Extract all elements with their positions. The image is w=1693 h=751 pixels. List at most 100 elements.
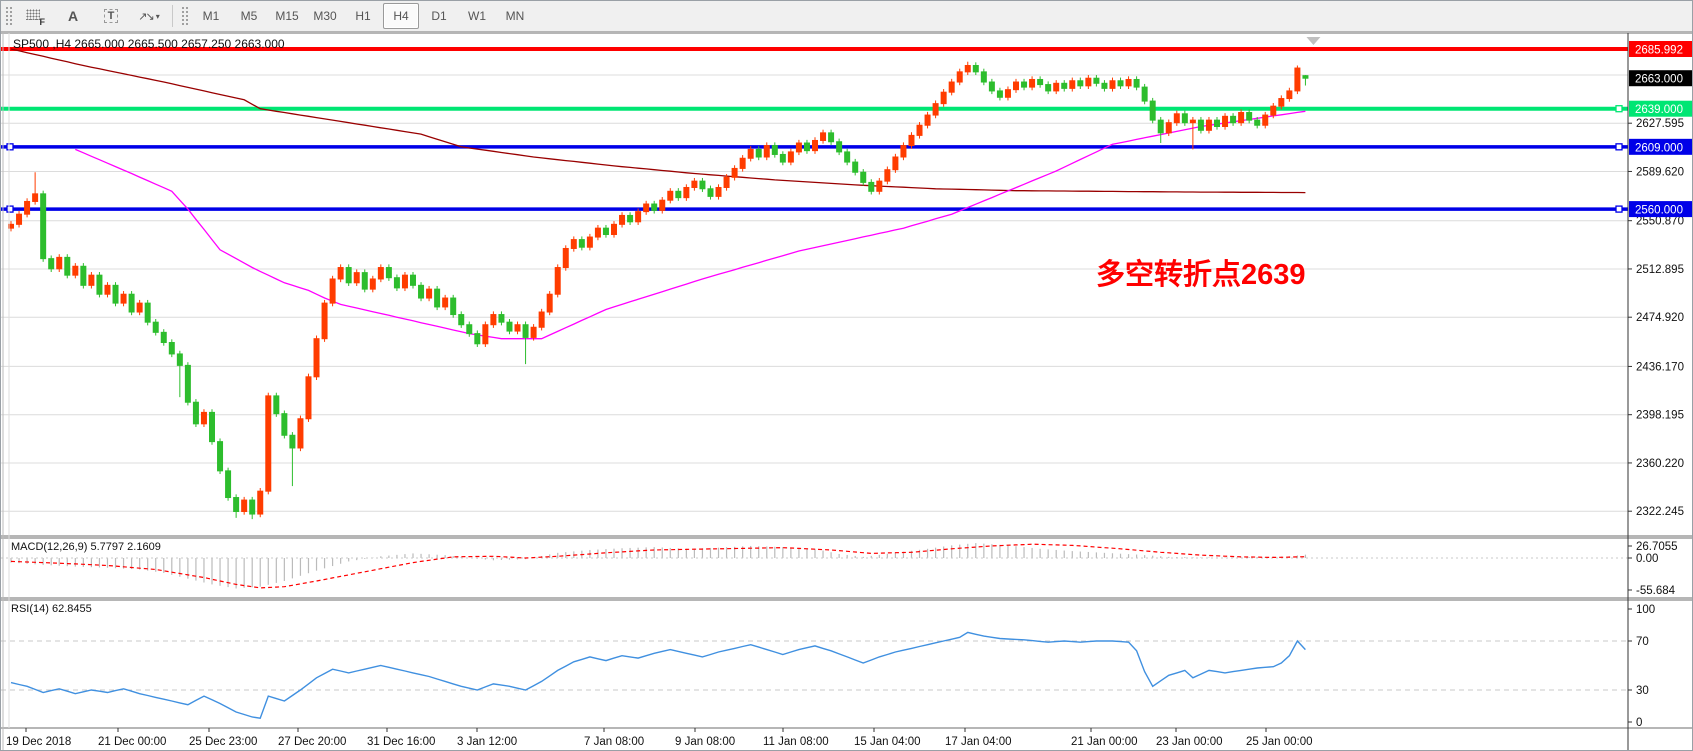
chart-annotation-text[interactable]: 多空转折点2639 [1096, 259, 1306, 291]
candle-body [844, 151, 851, 163]
candle-body [458, 314, 465, 326]
candle-body [506, 321, 513, 332]
candle-body [1230, 115, 1237, 124]
candle-body [241, 499, 248, 513]
chart-title: SP500 ,H4 2665.000 2665.500 2657.250 266… [13, 37, 285, 51]
candle-body [1149, 100, 1156, 121]
candle-body [1181, 113, 1188, 124]
candle-body [779, 153, 786, 163]
candle-body [249, 499, 256, 515]
timeframe-bar: M1 M5 M15 M30 H1 H4 D1 W1 MN [192, 3, 534, 29]
time-axis-label: 25 Jan 00:00 [1246, 736, 1313, 748]
time-axis-label: 25 Dec 23:00 [189, 736, 257, 748]
candle-body [490, 314, 497, 326]
candle-body [56, 256, 63, 270]
line-anchor-handle[interactable] [1615, 205, 1623, 213]
candle-body [353, 272, 360, 284]
candle-body [619, 214, 626, 225]
text-tool-button[interactable]: A [55, 3, 91, 29]
candle-body [602, 227, 609, 236]
candle-body [916, 124, 923, 136]
line-anchor-handle[interactable] [6, 143, 14, 151]
candle-body [16, 213, 23, 225]
candle-body [1029, 78, 1036, 88]
candle-body [209, 411, 215, 443]
timeframe-button-m30[interactable]: M30 [313, 9, 337, 23]
timeframe-button-h1[interactable]: H1 [355, 9, 371, 23]
candle-body [1286, 90, 1293, 100]
candle-body [401, 274, 408, 289]
candle-body [868, 181, 875, 192]
timeframe-button-m5[interactable]: M5 [240, 9, 258, 23]
candle-body [144, 302, 151, 323]
rsi-axis-label: 30 [1636, 685, 1649, 697]
candle-body [611, 223, 617, 236]
candle-body [586, 236, 593, 248]
candle-body [643, 203, 650, 213]
line-anchor-handle[interactable] [6, 205, 14, 213]
candle-body [787, 151, 794, 163]
candle-body [474, 333, 481, 345]
rsi-axis-label: 70 [1636, 636, 1649, 648]
candle-body [1037, 78, 1044, 86]
candle-body [635, 211, 642, 223]
candle-body [1077, 80, 1084, 87]
candle-body [522, 324, 529, 338]
time-axis-label: 19 Dec 2018 [6, 736, 71, 748]
candle-body [369, 278, 376, 290]
candle-body [932, 103, 939, 116]
timeframe-button-m1[interactable]: M1 [202, 9, 220, 23]
price-axis-label: 2398.195 [1636, 410, 1684, 422]
timeframe-toolbar-grip[interactable] [180, 5, 189, 27]
candle-body [128, 293, 135, 313]
candle-body [168, 342, 175, 355]
time-axis-label: 23 Jan 00:00 [1156, 736, 1223, 748]
candle-body [1045, 84, 1052, 92]
cursor-tool-button[interactable]: ↗↘ ▾ [131, 3, 167, 29]
candle-body [1270, 105, 1277, 116]
indicator-window-icon: F [26, 8, 45, 27]
timeframe-button-d1[interactable]: D1 [431, 9, 447, 23]
candle-body [385, 267, 392, 279]
candle-body [538, 311, 545, 328]
candle-body [321, 302, 328, 340]
candle-body [514, 324, 521, 332]
label-tool-button[interactable]: T [93, 3, 129, 29]
hline-price-label: 2609.000 [1635, 142, 1683, 154]
hline-price-label: 2639.000 [1635, 104, 1683, 116]
candle-body [1109, 80, 1116, 89]
candle-body [48, 258, 55, 270]
candle-body [892, 156, 899, 171]
text-tool-icon: A [67, 8, 79, 24]
candle-body [273, 395, 280, 415]
timeframe-button-w1[interactable]: W1 [468, 9, 486, 23]
label-tool-icon: T [103, 9, 119, 23]
candle-body [1254, 119, 1261, 126]
candle-body [1197, 119, 1204, 131]
macd-signal-line [10, 543, 1306, 589]
timeframe-button-m15[interactable]: M15 [275, 9, 299, 23]
time-axis-label: 3 Jan 12:00 [457, 736, 517, 748]
candle-body [972, 65, 979, 73]
chart-shift-triangle-icon[interactable] [1306, 37, 1321, 45]
chevron-down-icon: ▾ [155, 11, 160, 21]
line-anchor-handle[interactable] [1615, 105, 1623, 113]
toolbar-grip[interactable] [4, 5, 13, 27]
candle-body [498, 314, 505, 323]
candle-body [281, 413, 288, 436]
candle-body [795, 142, 802, 153]
candle-body [1294, 67, 1301, 92]
timeframe-button-h4[interactable]: H4 [383, 3, 419, 29]
candle-body [763, 145, 770, 158]
hline-price-label: 2560.000 [1635, 205, 1683, 217]
candle-body [192, 401, 199, 425]
line-anchor-handle[interactable] [1615, 143, 1623, 151]
time-axis-label: 27 Dec 20:00 [278, 736, 346, 748]
candle-body [1004, 89, 1011, 98]
candle-body [651, 203, 658, 211]
timeframe-button-mn[interactable]: MN [505, 9, 525, 23]
indicator-window-button[interactable]: F [17, 3, 53, 29]
macd-axis-label: 26.7055 [1636, 541, 1678, 553]
candle-body [377, 267, 384, 280]
